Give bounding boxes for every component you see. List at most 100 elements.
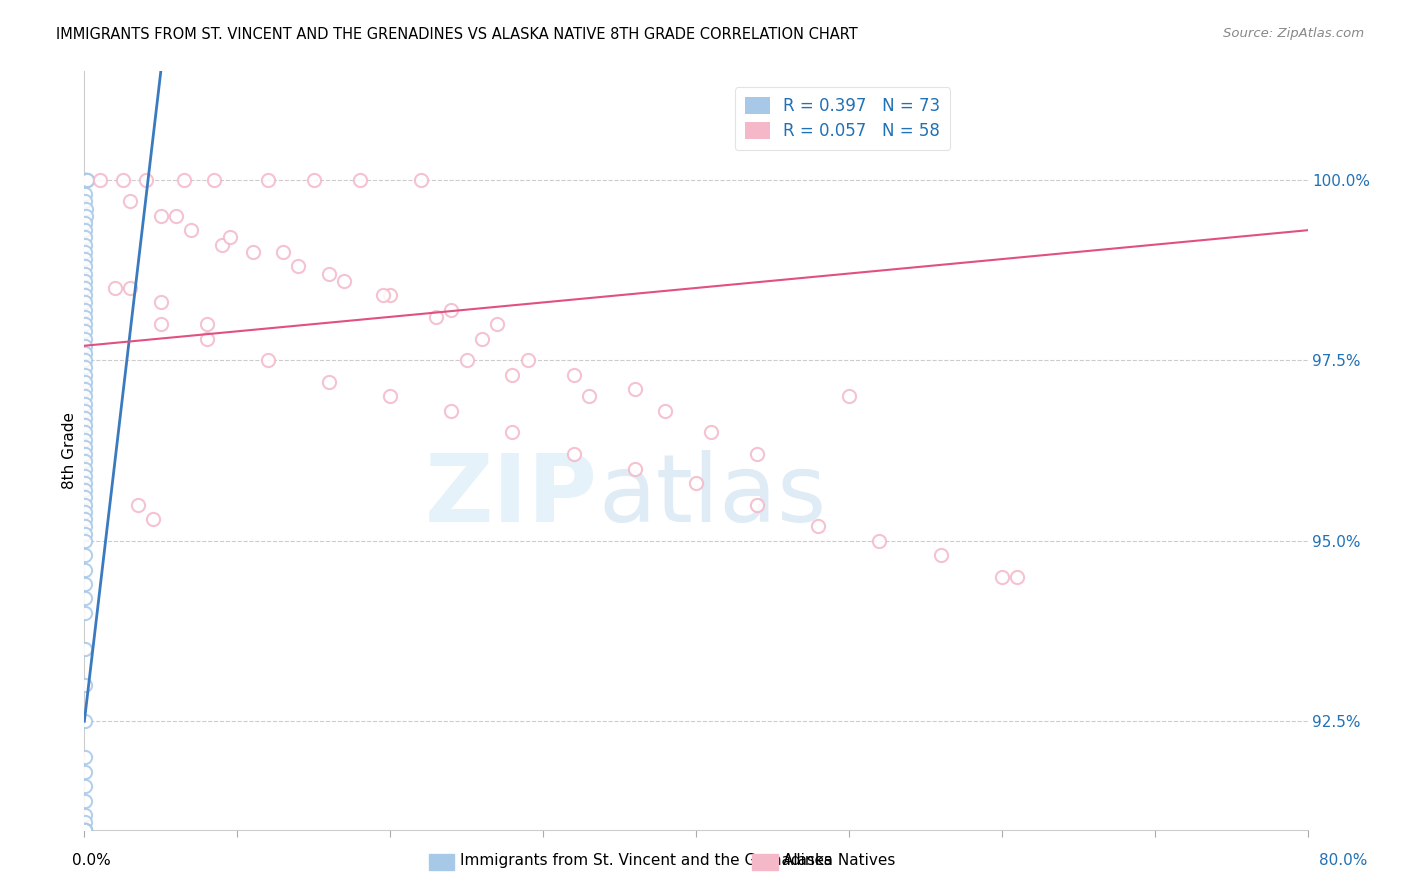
Point [257, 172, 280, 186]
Point [578, 389, 600, 403]
Point [75, 302, 97, 317]
Point [440, 403, 463, 417]
Point [75, 526, 97, 541]
Point [486, 317, 509, 331]
Point [929, 548, 952, 562]
Text: Alaska Natives: Alaska Natives [783, 854, 896, 868]
Point [75, 454, 97, 468]
Point [75, 368, 97, 382]
Point [75, 418, 97, 433]
Point [75, 360, 97, 375]
Point [700, 425, 723, 440]
Point [75, 822, 97, 837]
Point [75, 317, 97, 331]
Point [75, 187, 97, 202]
Point [75, 498, 97, 512]
Point [75, 396, 97, 410]
Point [471, 332, 494, 346]
Text: ZIP: ZIP [425, 450, 598, 542]
Legend: R = 0.397   N = 73, R = 0.057   N = 58: R = 0.397 N = 73, R = 0.057 N = 58 [735, 87, 950, 150]
Point [75, 468, 97, 483]
Point [202, 172, 225, 186]
Point [75, 172, 97, 186]
Point [76, 172, 98, 186]
Point [75, 281, 97, 295]
Point [333, 274, 356, 288]
Point [409, 172, 432, 186]
Point [869, 533, 891, 548]
Point [142, 512, 165, 526]
Point [562, 368, 585, 382]
Point [211, 237, 233, 252]
Point [173, 172, 195, 186]
Point [75, 548, 97, 562]
Point [318, 267, 340, 281]
Point [516, 353, 538, 368]
Point [75, 244, 97, 259]
Point [218, 230, 240, 244]
Point [195, 317, 218, 331]
Point [75, 252, 97, 266]
Point [75, 310, 97, 324]
Point [75, 353, 97, 368]
Point [75, 779, 97, 793]
Point [75, 202, 97, 216]
Point [75, 822, 97, 837]
Point [1005, 570, 1028, 584]
Point [456, 353, 478, 368]
Point [75, 339, 97, 353]
Point [75, 172, 97, 186]
Y-axis label: 8th Grade: 8th Grade [62, 412, 77, 489]
Point [242, 244, 264, 259]
Point [75, 230, 97, 244]
Point [149, 295, 172, 310]
Point [75, 288, 97, 302]
Point [75, 433, 97, 447]
Point [747, 447, 769, 461]
Point [75, 216, 97, 230]
Point [75, 491, 97, 505]
Point [685, 475, 707, 490]
Point [624, 382, 647, 396]
Point [991, 570, 1014, 584]
Point [75, 223, 97, 237]
Point [807, 519, 830, 533]
Point [654, 403, 676, 417]
Point [75, 750, 97, 764]
Text: atlas: atlas [598, 450, 827, 542]
Point [111, 172, 134, 186]
Point [75, 519, 97, 533]
Point [75, 815, 97, 830]
Point [149, 317, 172, 331]
Point [75, 505, 97, 519]
Point [75, 591, 97, 606]
Point [75, 678, 97, 692]
Point [502, 425, 524, 440]
Point [76, 172, 98, 186]
Point [127, 498, 149, 512]
Point [75, 808, 97, 822]
Point [75, 512, 97, 526]
Point [75, 475, 97, 490]
Point [75, 411, 97, 425]
Point [75, 577, 97, 591]
Point [425, 310, 447, 324]
Point [624, 461, 647, 475]
Point [75, 447, 97, 461]
Point [75, 332, 97, 346]
Point [75, 764, 97, 779]
Point [75, 822, 97, 837]
Text: Immigrants from St. Vincent and the Grenadines: Immigrants from St. Vincent and the Gren… [460, 854, 832, 868]
Point [75, 274, 97, 288]
Text: 80.0%: 80.0% [1319, 854, 1367, 868]
Point [75, 425, 97, 440]
Point [75, 461, 97, 475]
Point [747, 498, 769, 512]
Point [349, 172, 371, 186]
Point [75, 606, 97, 620]
Point [75, 794, 97, 808]
Point [75, 172, 97, 186]
Point [120, 281, 142, 295]
Point [75, 563, 97, 577]
Point [75, 209, 97, 223]
